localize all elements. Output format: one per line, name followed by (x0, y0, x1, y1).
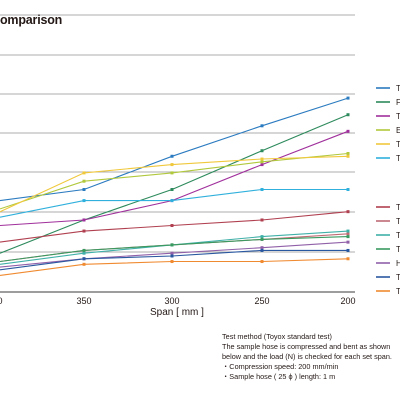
data-point (170, 163, 174, 167)
data-point (260, 160, 264, 164)
legend-label: T (396, 203, 400, 212)
legend-label: T (396, 273, 400, 282)
data-point (82, 188, 86, 192)
data-point (82, 171, 86, 175)
series-points (82, 96, 350, 266)
data-point (346, 257, 350, 261)
data-point (82, 251, 86, 255)
note-line: ・Sample hose ( 25 ϕ ) length: 1 m (222, 372, 336, 381)
legend-label: E (396, 126, 400, 135)
data-point (170, 260, 174, 264)
chart-title: omparison (0, 13, 63, 27)
legend-label: T (396, 287, 400, 296)
data-point (170, 224, 174, 228)
data-point (260, 235, 264, 239)
data-point (260, 248, 264, 252)
legend-label: T (396, 84, 400, 93)
data-point (346, 129, 350, 133)
data-point (260, 124, 264, 128)
data-point (346, 154, 350, 158)
data-point (346, 96, 350, 100)
data-point (170, 243, 174, 247)
data-point (82, 199, 86, 203)
data-point (346, 235, 350, 239)
data-point (170, 171, 174, 175)
data-point (260, 149, 264, 153)
legend-label: T (396, 217, 400, 226)
series-line (0, 155, 349, 213)
data-point (82, 218, 86, 222)
series-line (0, 97, 349, 202)
data-point (170, 154, 174, 158)
x-axis-label: Span [ mm ] (150, 307, 204, 318)
data-point (170, 199, 174, 203)
data-point (260, 163, 264, 167)
x-tick-label: 300 (164, 296, 179, 306)
x-axis-ticks: 0 350 300 250 200 (0, 296, 356, 306)
data-point (346, 240, 350, 244)
note-line: The sample hose is compressed and bent a… (222, 342, 391, 351)
legend-label: T (396, 112, 400, 121)
series-line (0, 130, 349, 227)
series-line (0, 230, 349, 265)
data-point (82, 248, 86, 252)
x-tick-label: 250 (254, 296, 269, 306)
data-point (260, 260, 264, 264)
data-point (346, 232, 350, 236)
data-point (346, 188, 350, 192)
legend-label: T (396, 140, 400, 149)
data-point (346, 229, 350, 233)
x-tick-label: 200 (340, 296, 355, 306)
series-lines (0, 97, 349, 276)
x-tick-label: 0 (0, 296, 3, 306)
series-line (0, 114, 349, 254)
data-point (346, 210, 350, 214)
legend-label: H (396, 259, 400, 268)
data-point (260, 246, 264, 250)
data-point (82, 229, 86, 233)
x-tick-label: 350 (76, 296, 91, 306)
data-point (170, 188, 174, 192)
note-line: below and the load (N) is checked for ea… (222, 352, 392, 361)
legend-label: F (396, 98, 400, 107)
legend-label: T (396, 231, 400, 240)
data-point (82, 257, 86, 261)
data-point (170, 254, 174, 258)
data-point (260, 157, 264, 161)
legend-label: T (396, 245, 400, 254)
legend-label: T (396, 154, 400, 163)
data-point (82, 262, 86, 266)
series-line (0, 258, 349, 276)
data-point (82, 179, 86, 183)
data-point (346, 113, 350, 117)
data-point (260, 237, 264, 241)
data-point (260, 218, 264, 222)
data-point (346, 248, 350, 252)
note-line: ・Compression speed: 200 mm/min (222, 362, 339, 371)
note-heading: Test method (Toyox standard test) (222, 332, 332, 341)
data-point (260, 188, 264, 192)
data-point (170, 251, 174, 255)
test-method-note: Test method (Toyox standard test) The sa… (222, 332, 400, 382)
data-point (346, 152, 350, 155)
